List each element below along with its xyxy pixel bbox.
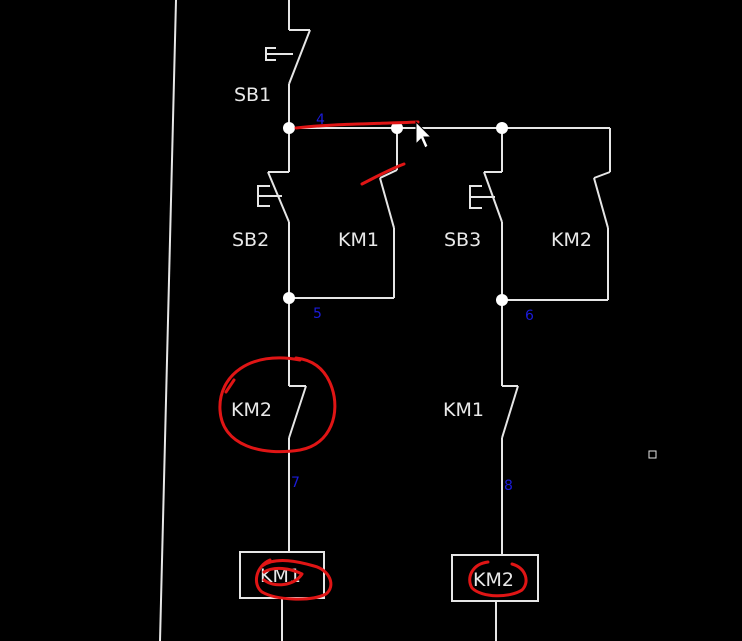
km1-seal-contact — [289, 128, 398, 299]
km1-interlock-label: KM1 — [443, 399, 484, 421]
node-number-6: 6 — [525, 308, 534, 324]
node-number-5: 5 — [313, 306, 322, 322]
red-arrow-mark — [224, 378, 236, 394]
km1-interlock-contact — [501, 300, 519, 555]
km2-interlock-contact — [288, 298, 307, 552]
small-square-marker — [648, 450, 657, 459]
sb1-pushbutton — [265, 0, 311, 128]
junction-node — [496, 122, 508, 134]
junction-node — [283, 122, 295, 134]
mouse-cursor-icon — [415, 120, 433, 149]
junction-node — [283, 292, 295, 304]
red-underline-top-bus — [294, 120, 420, 130]
red-annotations — [218, 120, 528, 601]
km2-seal-contact — [502, 128, 611, 301]
red-circle-km2-interlock — [218, 356, 337, 454]
km2-seal-label: KM2 — [551, 229, 592, 251]
coil-km2-label: KM2 — [473, 569, 514, 591]
node-number-7: 7 — [291, 475, 300, 491]
sb2-pushbutton — [257, 128, 290, 298]
node-number-8: 8 — [504, 478, 513, 494]
red-circle-coil-km1 — [254, 558, 333, 601]
red-tick-km1-contact — [360, 162, 406, 186]
junction-node — [496, 294, 508, 306]
left-power-rail — [159, 0, 177, 641]
red-scribble-coil-km1 — [262, 566, 304, 587]
sb1-label: SB1 — [234, 84, 271, 106]
junction-node — [391, 122, 403, 134]
node-number-4: 4 — [316, 112, 325, 128]
km1-seal-label: KM1 — [338, 229, 379, 251]
sb3-pushbutton — [469, 128, 503, 300]
red-circle-coil-km2 — [468, 560, 528, 598]
sb2-label: SB2 — [232, 229, 269, 251]
km2-interlock-label: KM2 — [231, 399, 272, 421]
coil-km2 — [451, 554, 539, 641]
sb3-label: SB3 — [444, 229, 481, 251]
